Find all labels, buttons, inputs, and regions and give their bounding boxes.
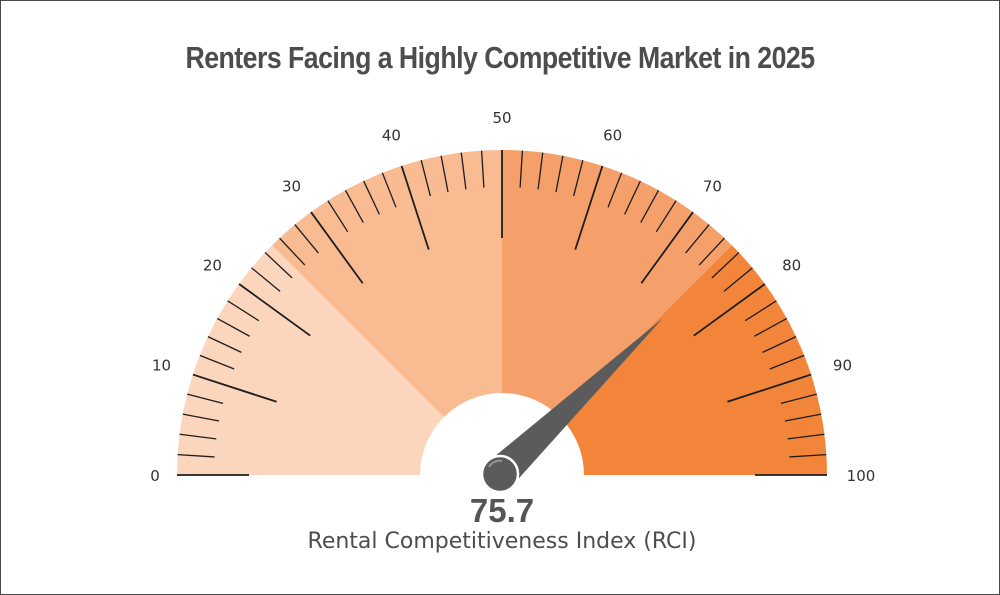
chart-title: Renters Facing a Highly Competitive Mark… [185,40,815,75]
minor-tick [251,267,281,292]
minor-tick [711,252,740,279]
minor-tick [207,336,242,353]
needle-pointer [488,318,663,487]
minor-tick [179,433,217,440]
minor-tick [182,413,220,422]
minor-tick [327,200,349,233]
tick-label: 40 [382,127,401,145]
major-tick [238,283,311,337]
tick-label: 100 [847,467,876,485]
gauge-ticks [177,150,827,476]
tick-label: 0 [150,467,160,485]
minor-tick [789,453,827,458]
minor-tick [420,160,432,197]
minor-tick [279,237,306,266]
minor-tick [440,155,449,193]
minor-tick [537,152,544,190]
minor-tick [216,317,250,337]
minor-tick [723,267,753,292]
minor-tick [754,317,788,337]
minor-tick [227,300,260,322]
tick-label: 10 [152,356,171,374]
gauge-band-4 [502,245,827,475]
minor-tick [363,180,380,215]
gauge-value: 75.7 [470,492,534,529]
minor-tick [655,200,677,233]
minor-tick [744,300,777,322]
tick-label: 30 [282,177,301,195]
tick-label: 60 [603,127,622,145]
tick-label: 70 [703,177,722,195]
tick-label: 20 [203,257,222,275]
gauge-bands [177,150,827,475]
major-tick [310,211,364,284]
major-tick [574,165,604,250]
minor-tick [344,189,364,223]
minor-tick [640,189,660,223]
minor-tick [187,393,224,405]
major-tick [400,165,430,250]
tick-label: 90 [833,356,852,374]
minor-tick [780,393,817,405]
minor-tick [294,224,319,254]
minor-tick [264,252,293,279]
minor-tick [762,336,797,353]
major-tick [727,373,812,403]
gauge-band-3 [502,150,732,475]
minor-tick [555,155,564,193]
gauge-needle [480,318,663,494]
minor-tick [624,180,641,215]
minor-tick [698,237,725,266]
minor-tick [460,152,467,190]
tick-label: 80 [782,257,801,275]
gauge-tick-labels: 0 10 20 30 40 50 60 70 80 90 100 [150,109,875,485]
minor-tick [381,172,397,208]
gauge-label: Rental Competitiveness Index (RCI) [308,529,697,554]
minor-tick [607,172,623,208]
minor-tick [787,433,825,440]
minor-tick [572,160,584,197]
gauge-band-1 [177,245,502,475]
minor-tick [480,150,485,188]
minor-tick [784,413,822,422]
needle-hub-shine [488,459,503,468]
gauge-band-2 [272,150,502,475]
major-tick [640,211,694,284]
minor-tick [519,150,524,188]
major-tick [192,373,277,403]
minor-tick [769,354,805,370]
tick-label: 50 [492,109,511,127]
minor-tick [177,453,215,458]
major-tick [693,283,766,337]
needle-hub [480,454,520,494]
minor-tick [685,224,710,254]
minor-tick [199,354,235,370]
